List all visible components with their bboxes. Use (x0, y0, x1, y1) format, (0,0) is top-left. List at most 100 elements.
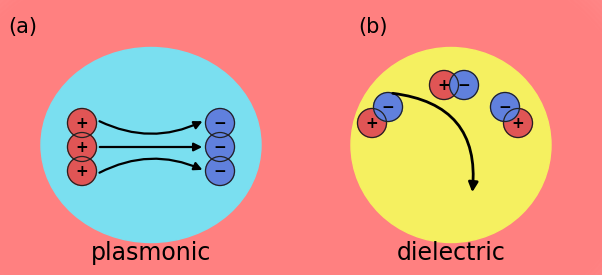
Ellipse shape (41, 48, 261, 243)
Circle shape (67, 156, 96, 186)
Ellipse shape (12, 21, 290, 268)
Ellipse shape (340, 36, 562, 254)
Text: +: + (512, 116, 524, 131)
Text: +: + (438, 78, 450, 92)
Ellipse shape (271, 0, 602, 275)
Ellipse shape (0, 0, 424, 275)
Ellipse shape (0, 0, 466, 275)
Ellipse shape (313, 10, 589, 275)
Ellipse shape (332, 29, 570, 261)
Ellipse shape (0, 0, 420, 275)
Text: −: − (382, 100, 394, 114)
Ellipse shape (0, 0, 428, 275)
Ellipse shape (206, 0, 602, 275)
Ellipse shape (172, 0, 602, 275)
Ellipse shape (287, 0, 602, 275)
Ellipse shape (252, 0, 602, 275)
Ellipse shape (264, 0, 602, 275)
Ellipse shape (226, 0, 602, 275)
Ellipse shape (184, 0, 602, 275)
Ellipse shape (229, 0, 602, 275)
Ellipse shape (343, 40, 559, 250)
Ellipse shape (0, 7, 307, 275)
Ellipse shape (0, 0, 391, 275)
Ellipse shape (0, 0, 415, 275)
Text: −: − (458, 78, 470, 92)
FancyArrowPatch shape (393, 93, 477, 189)
Ellipse shape (37, 44, 265, 246)
Ellipse shape (282, 0, 602, 275)
Ellipse shape (24, 33, 278, 257)
Ellipse shape (267, 0, 602, 275)
Ellipse shape (4, 14, 299, 275)
Ellipse shape (309, 7, 593, 275)
Ellipse shape (16, 25, 286, 265)
Ellipse shape (0, 0, 340, 275)
Ellipse shape (214, 0, 602, 275)
Circle shape (205, 133, 235, 161)
Ellipse shape (0, 0, 374, 275)
Circle shape (373, 92, 403, 122)
Text: −: − (498, 100, 511, 114)
Ellipse shape (294, 0, 602, 275)
Ellipse shape (324, 21, 577, 268)
Text: plasmonic: plasmonic (91, 241, 211, 265)
Ellipse shape (0, 0, 337, 275)
Ellipse shape (256, 0, 602, 275)
Ellipse shape (0, 0, 349, 275)
Text: +: + (76, 139, 88, 155)
Ellipse shape (275, 0, 602, 275)
Ellipse shape (169, 0, 602, 275)
Ellipse shape (233, 0, 602, 275)
Ellipse shape (0, 0, 386, 275)
Ellipse shape (0, 0, 378, 275)
Ellipse shape (305, 3, 597, 275)
Ellipse shape (0, 0, 361, 275)
Ellipse shape (8, 18, 294, 272)
Ellipse shape (180, 0, 602, 275)
Ellipse shape (249, 0, 602, 275)
Text: −: − (214, 164, 226, 178)
Ellipse shape (165, 0, 602, 275)
Ellipse shape (279, 0, 602, 275)
Ellipse shape (28, 36, 273, 254)
Circle shape (67, 133, 96, 161)
Ellipse shape (0, 0, 382, 275)
Ellipse shape (0, 0, 328, 275)
Ellipse shape (0, 0, 344, 275)
Text: +: + (365, 116, 379, 131)
Ellipse shape (0, 0, 436, 275)
Ellipse shape (241, 0, 602, 275)
Circle shape (503, 109, 533, 138)
Ellipse shape (0, 0, 445, 275)
Ellipse shape (298, 0, 602, 275)
Ellipse shape (0, 10, 303, 275)
Circle shape (205, 109, 235, 138)
Circle shape (429, 70, 459, 100)
Ellipse shape (0, 0, 357, 275)
Ellipse shape (0, 0, 403, 275)
Ellipse shape (0, 0, 324, 275)
Ellipse shape (191, 0, 602, 275)
Ellipse shape (328, 25, 574, 265)
Ellipse shape (188, 0, 602, 275)
Text: +: + (76, 116, 88, 131)
Text: (a): (a) (8, 17, 37, 37)
Ellipse shape (20, 29, 282, 261)
Circle shape (491, 92, 520, 122)
Ellipse shape (199, 0, 602, 275)
Ellipse shape (0, 0, 332, 275)
FancyArrowPatch shape (99, 121, 200, 134)
Circle shape (205, 156, 235, 186)
Ellipse shape (290, 0, 602, 275)
Ellipse shape (351, 48, 551, 243)
Ellipse shape (0, 0, 432, 275)
Ellipse shape (302, 0, 600, 275)
Ellipse shape (222, 0, 602, 275)
Text: dielectric: dielectric (397, 241, 506, 265)
Text: +: + (76, 164, 88, 178)
Ellipse shape (347, 44, 555, 246)
Text: (b): (b) (358, 17, 388, 37)
Ellipse shape (317, 14, 585, 275)
Ellipse shape (321, 18, 582, 272)
